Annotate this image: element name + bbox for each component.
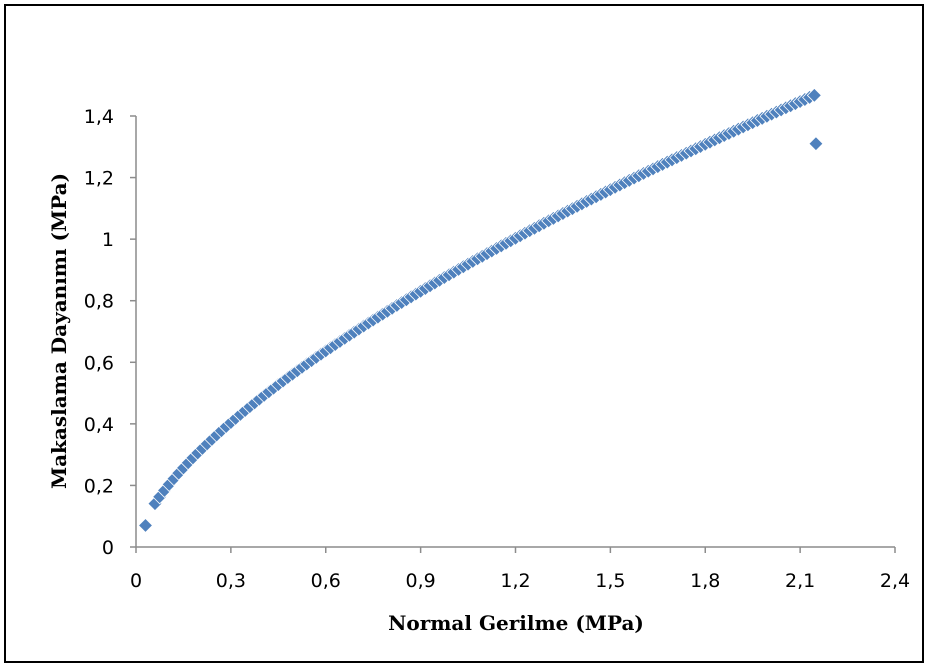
x-tick-label: 0 [130,570,142,592]
y-tick-labels: 0 0,2 0,4 0,6 0,8 1 1,2 1,4 [84,106,114,559]
y-tick-label: 0,4 [84,414,114,436]
data-point [137,517,154,534]
y-tick-label: 0,8 [84,291,114,313]
x-tick-label: 0,9 [406,570,436,592]
x-axis-title: Normal Gerilme (MPa) [388,611,644,635]
data-point [808,136,824,152]
y-tick-label: 1,2 [84,168,114,190]
tick-marks [130,115,896,553]
x-tick-label: 1,5 [595,570,625,592]
y-tick-label: 0,2 [84,475,114,497]
data-point [806,87,822,103]
chart-border [4,4,924,663]
y-axis-title: Makaslama Dayanımı (MPa) [47,173,71,489]
x-tick-label: 1,8 [690,570,720,592]
x-tick-label: 1,2 [500,570,530,592]
x-tick-label: 0,3 [216,570,246,592]
data-points [137,87,824,534]
y-tick-label: 1,4 [84,106,114,128]
axes [135,116,895,548]
x-tick-label: 2,4 [880,570,910,592]
x-tick-label: 2,1 [785,570,815,592]
y-tick-label: 0 [102,537,114,559]
x-tick-label: 0,6 [311,570,341,592]
y-tick-label: 1 [102,229,114,251]
x-tick-labels: 0 0,3 0,6 0,9 1,2 1,5 1,8 2,1 2,4 [130,570,910,592]
y-tick-label: 0,6 [84,352,114,374]
